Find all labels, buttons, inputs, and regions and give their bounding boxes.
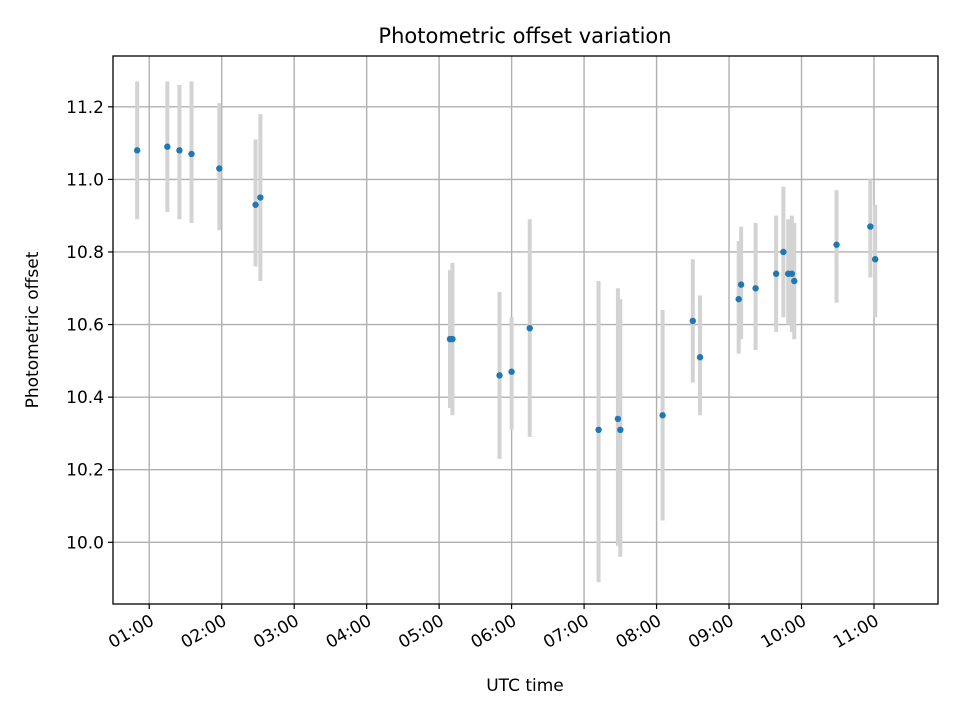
- plot-frame: [112, 55, 939, 605]
- data-point: [772, 270, 780, 277]
- data-point: [696, 354, 704, 361]
- data-point: [526, 324, 533, 332]
- data-point: [496, 372, 503, 379]
- data-point: [188, 150, 195, 158]
- data-point: [614, 415, 622, 423]
- point-layer: [133, 143, 879, 434]
- x-axis-label: UTC time: [486, 676, 564, 696]
- grid-layer: [113, 56, 938, 604]
- y-tick-label: 10.2: [66, 461, 104, 481]
- data-point: [449, 335, 456, 343]
- data-point: [617, 426, 624, 434]
- data-point: [659, 412, 666, 419]
- data-point: [257, 194, 264, 201]
- data-point: [508, 368, 515, 375]
- data-point: [252, 201, 259, 208]
- data-point: [164, 143, 171, 150]
- data-point: [737, 281, 745, 288]
- y-tick-label: 11.0: [66, 170, 104, 190]
- data-point: [780, 248, 787, 256]
- data-point: [735, 295, 742, 303]
- data-point: [216, 165, 223, 172]
- data-point: [791, 277, 798, 285]
- y-tick-label: 11.2: [66, 98, 104, 118]
- y-tick-label: 10.8: [66, 243, 104, 263]
- data-point: [133, 147, 141, 154]
- y-tick-label: 10.4: [66, 388, 104, 408]
- data-point: [595, 426, 602, 434]
- y-axis-label: Photometric offset: [23, 251, 43, 408]
- data-point: [689, 317, 696, 325]
- chart-title: Photometric offset variation: [378, 24, 671, 48]
- data-point: [871, 256, 879, 263]
- y-tick-label: 10.6: [66, 316, 104, 336]
- data-point: [788, 270, 796, 277]
- data-point: [867, 223, 874, 230]
- data-point: [176, 147, 183, 154]
- y-tick-label: 10.0: [66, 533, 104, 553]
- data-point: [752, 285, 759, 292]
- data-point: [833, 241, 840, 248]
